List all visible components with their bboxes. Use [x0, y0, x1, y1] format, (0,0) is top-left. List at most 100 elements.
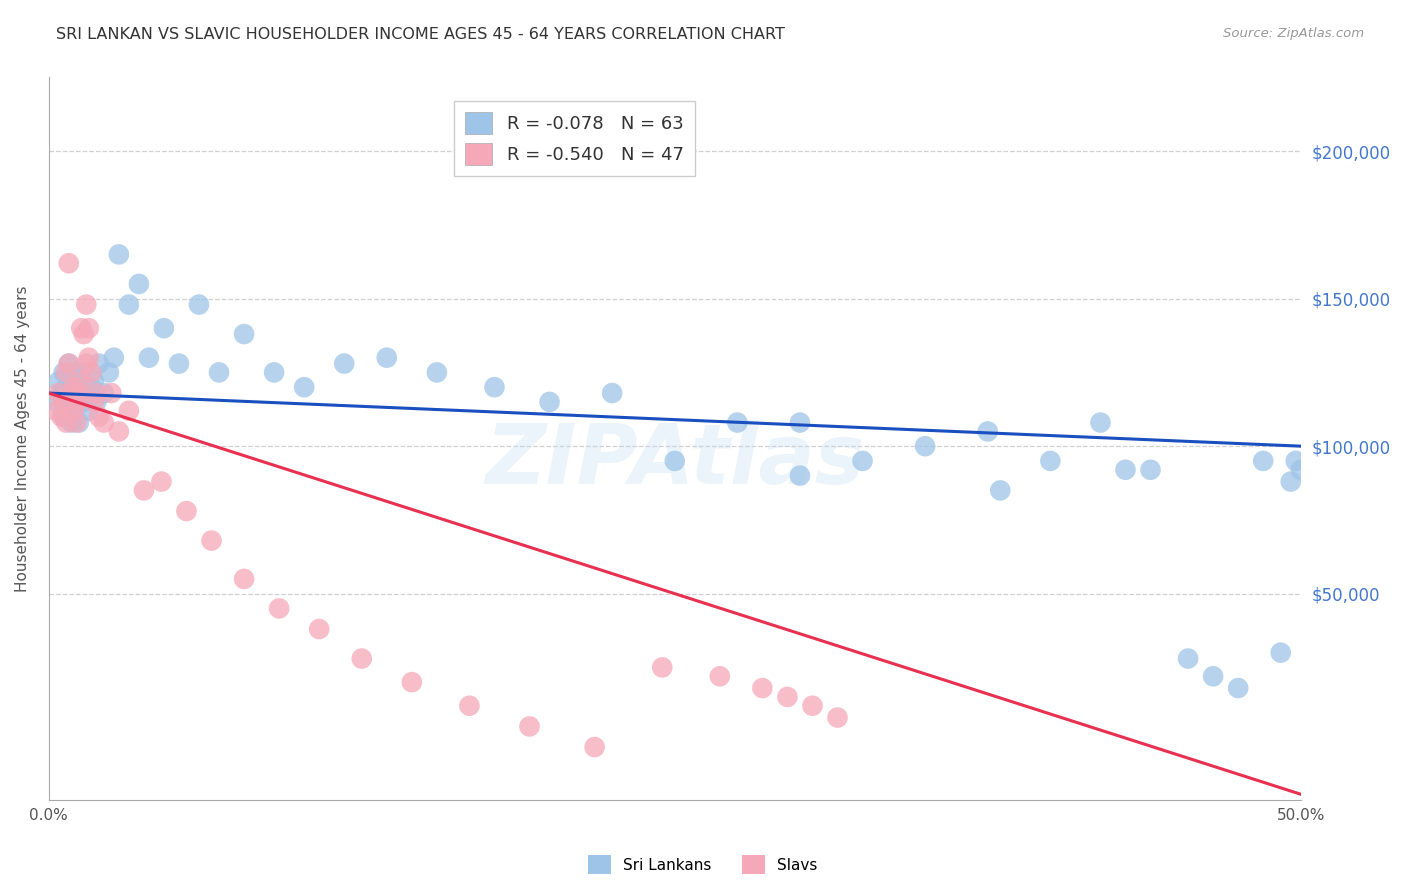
- Point: [1039, 454, 1062, 468]
- Point: [988, 483, 1011, 498]
- Point: [1251, 454, 1274, 468]
- Point: [51, 409, 73, 424]
- Point: [62, 380, 84, 394]
- Point: [75, 357, 97, 371]
- Point: [80, 366, 103, 380]
- Point: [52, 366, 75, 380]
- Point: [77, 404, 100, 418]
- Point: [176, 504, 198, 518]
- Point: [60, 416, 83, 430]
- Point: [292, 380, 315, 394]
- Point: [1289, 463, 1312, 477]
- Point: [651, 660, 673, 674]
- Point: [128, 277, 150, 291]
- Point: [350, 651, 373, 665]
- Point: [70, 374, 93, 388]
- Point: [73, 395, 96, 409]
- Point: [789, 468, 811, 483]
- Point: [77, 321, 100, 335]
- Text: ZIPAtlas: ZIPAtlas: [485, 420, 865, 501]
- Point: [308, 622, 330, 636]
- Point: [58, 256, 80, 270]
- Point: [65, 416, 87, 430]
- Point: [583, 739, 606, 754]
- Point: [1177, 651, 1199, 665]
- Point: [83, 374, 105, 388]
- Point: [1227, 681, 1250, 695]
- Point: [333, 357, 356, 371]
- Point: [100, 386, 122, 401]
- Point: [80, 380, 103, 394]
- Point: [67, 386, 90, 401]
- Point: [70, 366, 93, 380]
- Point: [188, 297, 211, 311]
- Point: [789, 416, 811, 430]
- Point: [138, 351, 160, 365]
- Point: [108, 247, 131, 261]
- Point: [118, 404, 141, 418]
- Point: [45, 404, 67, 418]
- Point: [827, 710, 849, 724]
- Point: [58, 395, 80, 409]
- Point: [60, 374, 83, 388]
- Point: [263, 366, 285, 380]
- Point: [65, 395, 87, 409]
- Point: [118, 297, 141, 311]
- Point: [233, 572, 256, 586]
- Point: [426, 366, 449, 380]
- Point: [86, 386, 108, 401]
- Point: [725, 416, 748, 430]
- Point: [55, 380, 77, 394]
- Point: [87, 357, 110, 371]
- Point: [86, 395, 108, 409]
- Point: [52, 395, 75, 409]
- Point: [401, 675, 423, 690]
- Point: [600, 386, 623, 401]
- Point: [75, 297, 97, 311]
- Point: [65, 386, 87, 401]
- Point: [851, 454, 873, 468]
- Point: [914, 439, 936, 453]
- Point: [103, 351, 125, 365]
- Point: [77, 351, 100, 365]
- Point: [87, 409, 110, 424]
- Point: [45, 395, 67, 409]
- Point: [1270, 646, 1292, 660]
- Point: [73, 327, 96, 342]
- Point: [51, 386, 73, 401]
- Point: [55, 416, 77, 430]
- Text: SRI LANKAN VS SLAVIC HOUSEHOLDER INCOME AGES 45 - 64 YEARS CORRELATION CHART: SRI LANKAN VS SLAVIC HOUSEHOLDER INCOME …: [56, 27, 785, 42]
- Point: [62, 366, 84, 380]
- Point: [776, 690, 799, 704]
- Point: [60, 386, 83, 401]
- Point: [1090, 416, 1112, 430]
- Point: [458, 698, 481, 713]
- Point: [519, 719, 541, 733]
- Point: [1114, 463, 1136, 477]
- Legend: R = -0.078   N = 63, R = -0.540   N = 47: R = -0.078 N = 63, R = -0.540 N = 47: [454, 101, 695, 176]
- Point: [153, 321, 176, 335]
- Point: [93, 416, 115, 430]
- Point: [709, 669, 731, 683]
- Point: [132, 483, 155, 498]
- Point: [375, 351, 398, 365]
- Point: [52, 409, 75, 424]
- Point: [108, 425, 131, 439]
- Point: [977, 425, 1000, 439]
- Point: [150, 475, 173, 489]
- Point: [93, 386, 115, 401]
- Point: [538, 395, 561, 409]
- Point: [48, 386, 70, 401]
- Point: [269, 601, 291, 615]
- Point: [1285, 454, 1308, 468]
- Point: [664, 454, 686, 468]
- Point: [484, 380, 506, 394]
- Point: [97, 366, 120, 380]
- Point: [62, 404, 84, 418]
- Point: [200, 533, 222, 548]
- Point: [62, 404, 84, 418]
- Point: [1202, 669, 1225, 683]
- Point: [55, 366, 77, 380]
- Point: [751, 681, 773, 695]
- Point: [67, 416, 90, 430]
